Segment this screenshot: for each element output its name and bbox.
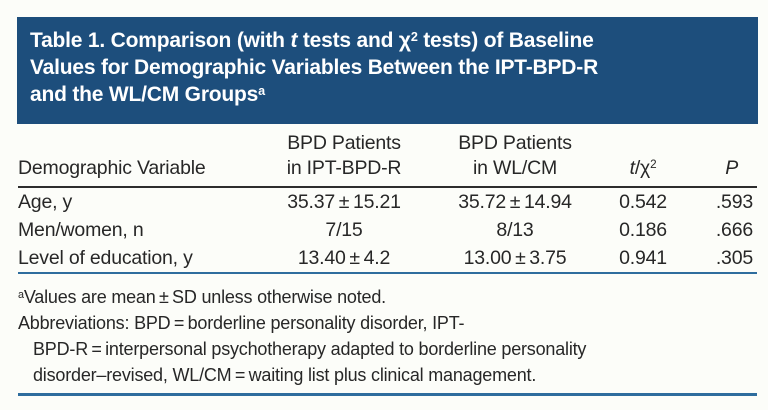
cell-ipt-value: 7/15 <box>325 218 363 241</box>
title-text: and the WL/CM Groups <box>30 83 259 106</box>
title-line-2: Values for Demographic Variables Between… <box>30 56 599 79</box>
col-header-ipt-bpd-r: BPD Patients in IPT-BPD-R <box>268 131 420 188</box>
table-row-education: Level of education, y 13.40 ± 4.2 13.00 … <box>18 244 757 274</box>
cell-statistic: 0.542 <box>619 190 667 213</box>
cell-ipt-value: 35.37 ± 15.21 <box>287 190 401 213</box>
table-body: Age, y 35.37 ± 15.21 35.72 ± 14.94 0.542… <box>18 187 757 274</box>
bottom-rule-divider <box>18 393 757 396</box>
footnote-a-marker: a <box>18 288 24 301</box>
header-row: Demographic Variable BPD Patients in IPT… <box>18 131 757 188</box>
cell-variable: Men/women, n <box>18 218 144 241</box>
footnote-abbreviations-line-1: Abbreviations: BPD = borderline personal… <box>18 313 465 333</box>
cell-statistic: 0.941 <box>610 244 676 274</box>
col-header-line: BPD Patients <box>287 132 401 154</box>
col-header-line: in IPT-BPD-R <box>286 157 402 179</box>
cell-wl-value: 35.72 ± 14.94 <box>458 190 572 213</box>
table-header: Demographic Variable BPD Patients in IPT… <box>18 131 757 188</box>
col-header-line: in WL/CM <box>473 157 557 179</box>
footnote-values-note: aValues are mean ± SD unless otherwise n… <box>18 284 755 310</box>
cell-p-value: .593 <box>715 190 753 213</box>
table-title-banner: Table 1. Comparison (with t tests and χ2… <box>17 17 758 124</box>
footnote-a-marker: a <box>258 83 265 98</box>
title-line-1: Table 1. Comparison (with t tests and χ2… <box>30 27 745 54</box>
title-text: Table 1. Comparison (with <box>30 29 291 52</box>
cell-p-value: .666 <box>715 218 753 241</box>
demographics-table: Demographic Variable BPD Patients in IPT… <box>18 131 757 274</box>
title-line-3: and the WL/CM Groupsa <box>30 81 745 108</box>
footnote-abbreviations-line-2: BPD-R = interpersonal psychotherapy adap… <box>33 339 587 359</box>
footnote-abbreviations-line-3: disorder–revised, WL/CM = waiting list p… <box>33 365 537 385</box>
table-row-men-women: Men/women, n 7/15 8/13 0.186 .666 <box>18 216 757 244</box>
col-header-line: BPD Patients <box>458 132 572 154</box>
table-row-age: Age, y 35.37 ± 15.21 35.72 ± 14.94 0.542… <box>18 187 757 216</box>
cell-statistic: 0.186 <box>619 218 667 241</box>
chi-squared-superscript: 2 <box>650 158 657 172</box>
title-text: tests and χ <box>297 29 411 52</box>
cell-wl-value: 8/13 <box>496 218 534 241</box>
cell-variable: Age, y <box>18 190 73 213</box>
statistic-t: t <box>629 157 635 179</box>
col-header-wl-cm: BPD Patients in WL/CM <box>420 131 610 188</box>
col-header-p-value: P <box>676 131 757 188</box>
cell-ipt-value: 13.40 ± 4.2 <box>268 244 420 274</box>
title-text: tests) of Baseline <box>417 29 594 52</box>
statistic-chi: /χ <box>634 157 651 179</box>
col-header-statistic: t/χ2 <box>610 131 676 188</box>
cell-p-value: .305 <box>676 244 757 274</box>
footnote-text: Values are mean ± SD unless otherwise no… <box>23 287 386 307</box>
cell-wl-value: 13.00 ± 3.75 <box>420 244 610 274</box>
col-header-demographic-variable: Demographic Variable <box>18 131 268 188</box>
chi-squared-superscript: 2 <box>410 29 418 44</box>
cell-variable: Level of education, y <box>18 244 268 274</box>
footnotes: aValues are mean ± SD unless otherwise n… <box>18 284 755 388</box>
title-italic-t: t <box>290 29 298 52</box>
